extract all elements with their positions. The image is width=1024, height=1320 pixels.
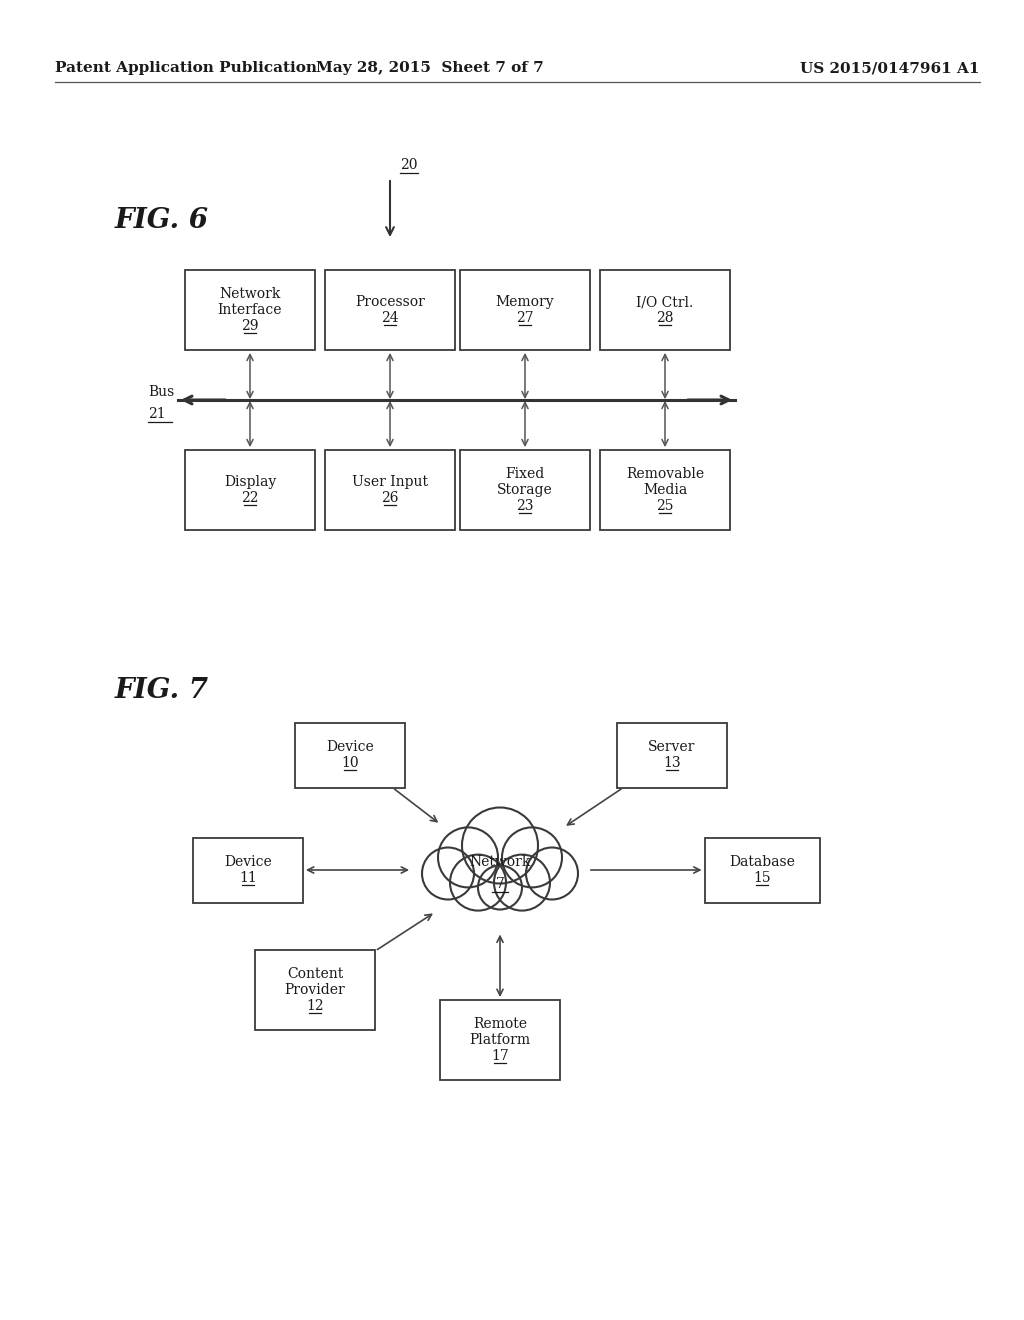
Text: Patent Application Publication: Patent Application Publication [55, 61, 317, 75]
Text: FIG. 6: FIG. 6 [115, 206, 209, 234]
Text: Network: Network [469, 855, 530, 869]
Text: Processor: Processor [355, 296, 425, 309]
Bar [325, 450, 455, 531]
Circle shape [494, 854, 550, 911]
Text: 7: 7 [496, 876, 505, 891]
Text: Server: Server [648, 741, 695, 754]
Text: User Input: User Input [352, 475, 428, 490]
Text: 27: 27 [516, 310, 534, 325]
Bar [193, 837, 303, 903]
Circle shape [422, 847, 474, 899]
Text: Removable: Removable [626, 467, 705, 482]
Text: 17: 17 [492, 1048, 509, 1063]
Text: Network: Network [219, 288, 281, 301]
Text: 22: 22 [242, 491, 259, 504]
Text: US 2015/0147961 A1: US 2015/0147961 A1 [801, 61, 980, 75]
Text: 10: 10 [341, 756, 358, 770]
Text: Device: Device [326, 741, 374, 754]
Text: Display: Display [224, 475, 276, 490]
Bar [185, 450, 315, 531]
Text: Device: Device [224, 855, 272, 870]
Text: May 28, 2015  Sheet 7 of 7: May 28, 2015 Sheet 7 of 7 [316, 61, 544, 75]
Text: 21: 21 [148, 407, 166, 421]
Text: Fixed: Fixed [506, 467, 545, 482]
Text: 28: 28 [656, 310, 674, 325]
Bar [325, 271, 455, 350]
Text: 15: 15 [754, 871, 771, 884]
Text: Content: Content [287, 968, 343, 982]
Circle shape [502, 828, 562, 887]
Bar [460, 450, 590, 531]
Circle shape [462, 808, 538, 883]
Bar [185, 271, 315, 350]
Bar [600, 450, 730, 531]
Text: Bus: Bus [148, 385, 174, 399]
Text: 24: 24 [381, 310, 398, 325]
Text: Provider: Provider [285, 983, 345, 997]
Text: Database: Database [729, 855, 795, 870]
Text: 13: 13 [664, 756, 681, 770]
Bar [295, 722, 406, 788]
Text: Memory: Memory [496, 296, 554, 309]
Text: 20: 20 [400, 158, 418, 172]
Text: 23: 23 [516, 499, 534, 512]
Circle shape [450, 854, 506, 911]
Text: FIG. 7: FIG. 7 [115, 676, 209, 704]
Text: Media: Media [643, 483, 687, 498]
Text: Platform: Platform [469, 1034, 530, 1047]
Bar [617, 722, 727, 788]
Bar [460, 271, 590, 350]
Text: 29: 29 [242, 318, 259, 333]
Text: Storage: Storage [497, 483, 553, 498]
Bar [255, 950, 375, 1030]
Circle shape [526, 847, 578, 899]
Text: Remote: Remote [473, 1018, 527, 1031]
Text: 25: 25 [656, 499, 674, 512]
Bar [705, 837, 819, 903]
Circle shape [478, 866, 522, 909]
Text: 26: 26 [381, 491, 398, 504]
Text: I/O Ctrl.: I/O Ctrl. [636, 296, 693, 309]
Text: 11: 11 [240, 871, 257, 884]
Text: 12: 12 [306, 998, 324, 1012]
Text: Interface: Interface [218, 304, 283, 317]
Circle shape [438, 828, 498, 887]
Bar [440, 1001, 560, 1080]
Bar [600, 271, 730, 350]
